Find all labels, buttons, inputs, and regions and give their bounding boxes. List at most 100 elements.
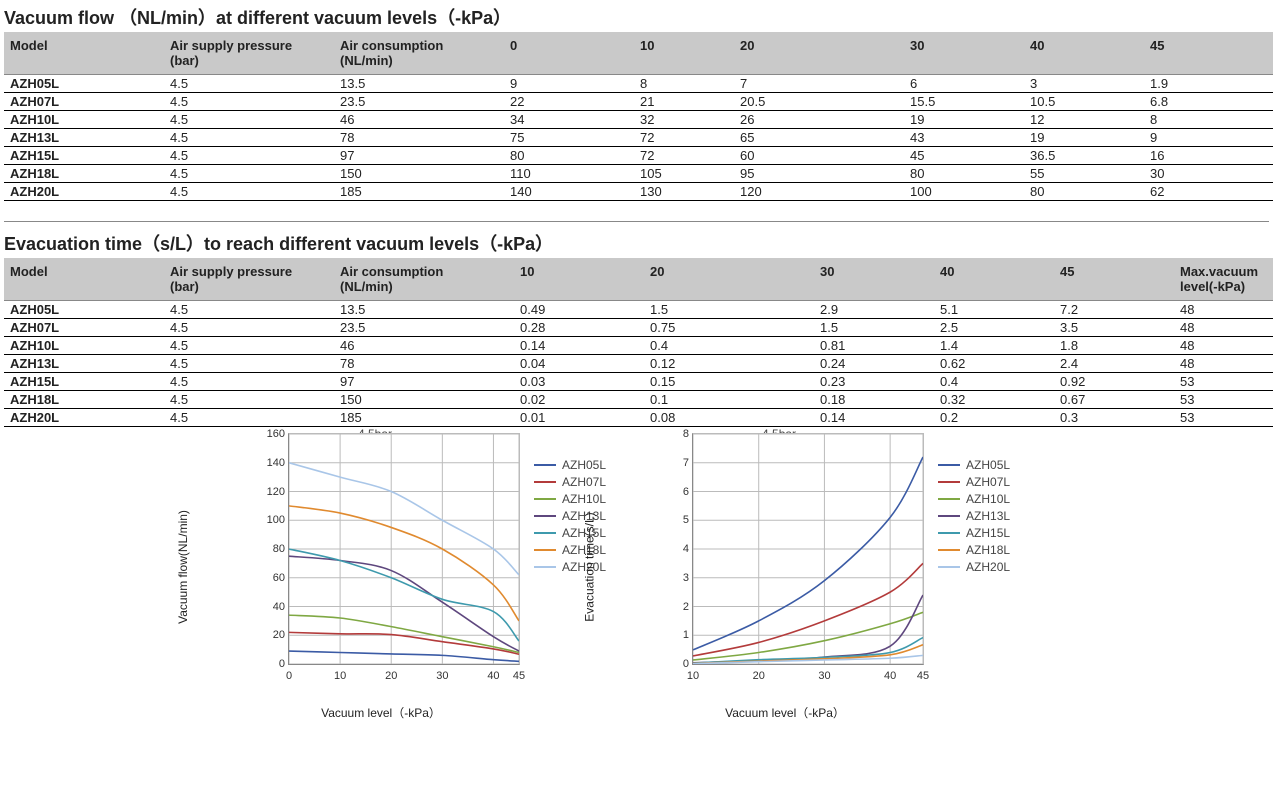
data-cell: 4.5 (164, 409, 334, 427)
data-cell: 19 (904, 111, 1024, 129)
series-line (289, 651, 519, 661)
legend-item: AZH18L (938, 543, 1010, 557)
data-cell: 0.3 (1054, 409, 1174, 427)
data-cell: 4.5 (164, 93, 334, 111)
data-cell: 4.5 (164, 301, 334, 319)
model-cell: AZH10L (4, 337, 164, 355)
data-cell: 13.5 (334, 301, 514, 319)
data-cell: 43 (904, 129, 1024, 147)
y-tick: 0 (257, 658, 285, 670)
model-cell: AZH20L (4, 183, 164, 201)
data-cell: 0.28 (514, 319, 644, 337)
legend-item: AZH05L (938, 458, 1010, 472)
column-header: 45 (1054, 258, 1174, 301)
data-cell: 65 (734, 129, 904, 147)
data-cell: 0.81 (814, 337, 934, 355)
data-cell: 1.8 (1054, 337, 1174, 355)
data-cell: 32 (634, 111, 734, 129)
x-tick: 30 (818, 670, 830, 682)
data-cell: 5.1 (934, 301, 1054, 319)
series-line (289, 506, 519, 621)
data-cell: 9 (504, 75, 634, 93)
legend-swatch (534, 566, 556, 568)
legend-swatch (534, 481, 556, 483)
column-header: 40 (1024, 32, 1144, 75)
y-tick: 160 (257, 428, 285, 440)
y-tick: 5 (661, 514, 689, 526)
legend-swatch (938, 532, 960, 534)
x-tick: 20 (753, 670, 765, 682)
data-cell: 13.5 (334, 75, 504, 93)
y-tick: 40 (257, 601, 285, 613)
data-cell: 80 (504, 147, 634, 165)
x-tick: 45 (917, 670, 929, 682)
divider (4, 221, 1269, 222)
table-row: AZH05L4.513.5987631.948 (4, 75, 1273, 93)
legend-item: AZH05L (534, 458, 606, 472)
legend-swatch (938, 464, 960, 466)
legend-swatch (534, 464, 556, 466)
x-tick: 10 (334, 670, 346, 682)
table-row: AZH15L4.5970.030.150.230.40.9253 (4, 373, 1273, 391)
data-cell: 150 (334, 165, 504, 183)
table-row: AZH07L4.523.50.280.751.52.53.548 (4, 319, 1273, 337)
data-cell: 3 (1024, 75, 1144, 93)
legend-label: AZH05L (562, 458, 606, 472)
legend-swatch (938, 549, 960, 551)
data-cell: 0.92 (1054, 373, 1174, 391)
legend-label: AZH07L (966, 475, 1010, 489)
data-cell: 4.5 (164, 355, 334, 373)
legend-swatch (938, 515, 960, 517)
model-cell: AZH15L (4, 147, 164, 165)
data-cell: 80 (1024, 183, 1144, 201)
data-cell: 7.2 (1054, 301, 1174, 319)
data-cell: 0.24 (814, 355, 934, 373)
legend-swatch (938, 498, 960, 500)
legend-item: AZH10L (938, 492, 1010, 506)
data-cell: 185 (334, 409, 514, 427)
table-row: AZH20L4.51850.010.080.140.20.353 (4, 409, 1273, 427)
model-cell: AZH20L (4, 409, 164, 427)
legend-label: AZH20L (966, 560, 1010, 574)
column-header: Air supply pressure(bar) (164, 32, 334, 75)
table-row: AZH05L4.513.50.491.52.95.17.248 (4, 301, 1273, 319)
table-row: AZH13L4.5787572654319948 (4, 129, 1273, 147)
table2: ModelAir supply pressure(bar)Air consump… (4, 258, 1273, 427)
data-cell: 4.5 (164, 337, 334, 355)
data-cell: 1.9 (1144, 75, 1273, 93)
column-header: Air supply pressure(bar) (164, 258, 334, 301)
column-header: Max.vacuumlevel(-kPa) (1174, 258, 1273, 301)
data-cell: 23.5 (334, 93, 504, 111)
table-row: AZH18L4.51501101059580553053 (4, 165, 1273, 183)
chart2-legend: AZH05LAZH07LAZH10LAZH13LAZH15LAZH18LAZH2… (938, 455, 1010, 577)
data-cell: 72 (634, 129, 734, 147)
data-cell: 8 (634, 75, 734, 93)
table-row: AZH18L4.51500.020.10.180.320.6753 (4, 391, 1273, 409)
x-tick: 40 (884, 670, 896, 682)
column-header: 10 (514, 258, 644, 301)
data-cell: 8 (1144, 111, 1273, 129)
y-tick: 120 (257, 486, 285, 498)
data-cell: 0.49 (514, 301, 644, 319)
data-cell: 0.4 (934, 373, 1054, 391)
x-tick: 40 (487, 670, 499, 682)
x-tick: 10 (687, 670, 699, 682)
data-cell: 130 (634, 183, 734, 201)
data-cell: 36.5 (1024, 147, 1144, 165)
legend-item: AZH10L (534, 492, 606, 506)
data-cell: 6 (904, 75, 1024, 93)
data-cell: 100 (904, 183, 1024, 201)
data-cell: 15.5 (904, 93, 1024, 111)
data-cell: 1.4 (934, 337, 1054, 355)
x-axis-label: Vacuum level（-kPa） (242, 704, 520, 721)
data-cell: 34 (504, 111, 634, 129)
y-tick: 2 (661, 601, 689, 613)
y-tick: 3 (661, 572, 689, 584)
data-cell: 53 (1174, 373, 1273, 391)
data-cell: 0.2 (934, 409, 1054, 427)
series-line (289, 556, 519, 651)
model-cell: AZH13L (4, 355, 164, 373)
x-tick: 0 (286, 670, 292, 682)
data-cell: 48 (1174, 355, 1273, 373)
y-tick: 80 (257, 543, 285, 555)
